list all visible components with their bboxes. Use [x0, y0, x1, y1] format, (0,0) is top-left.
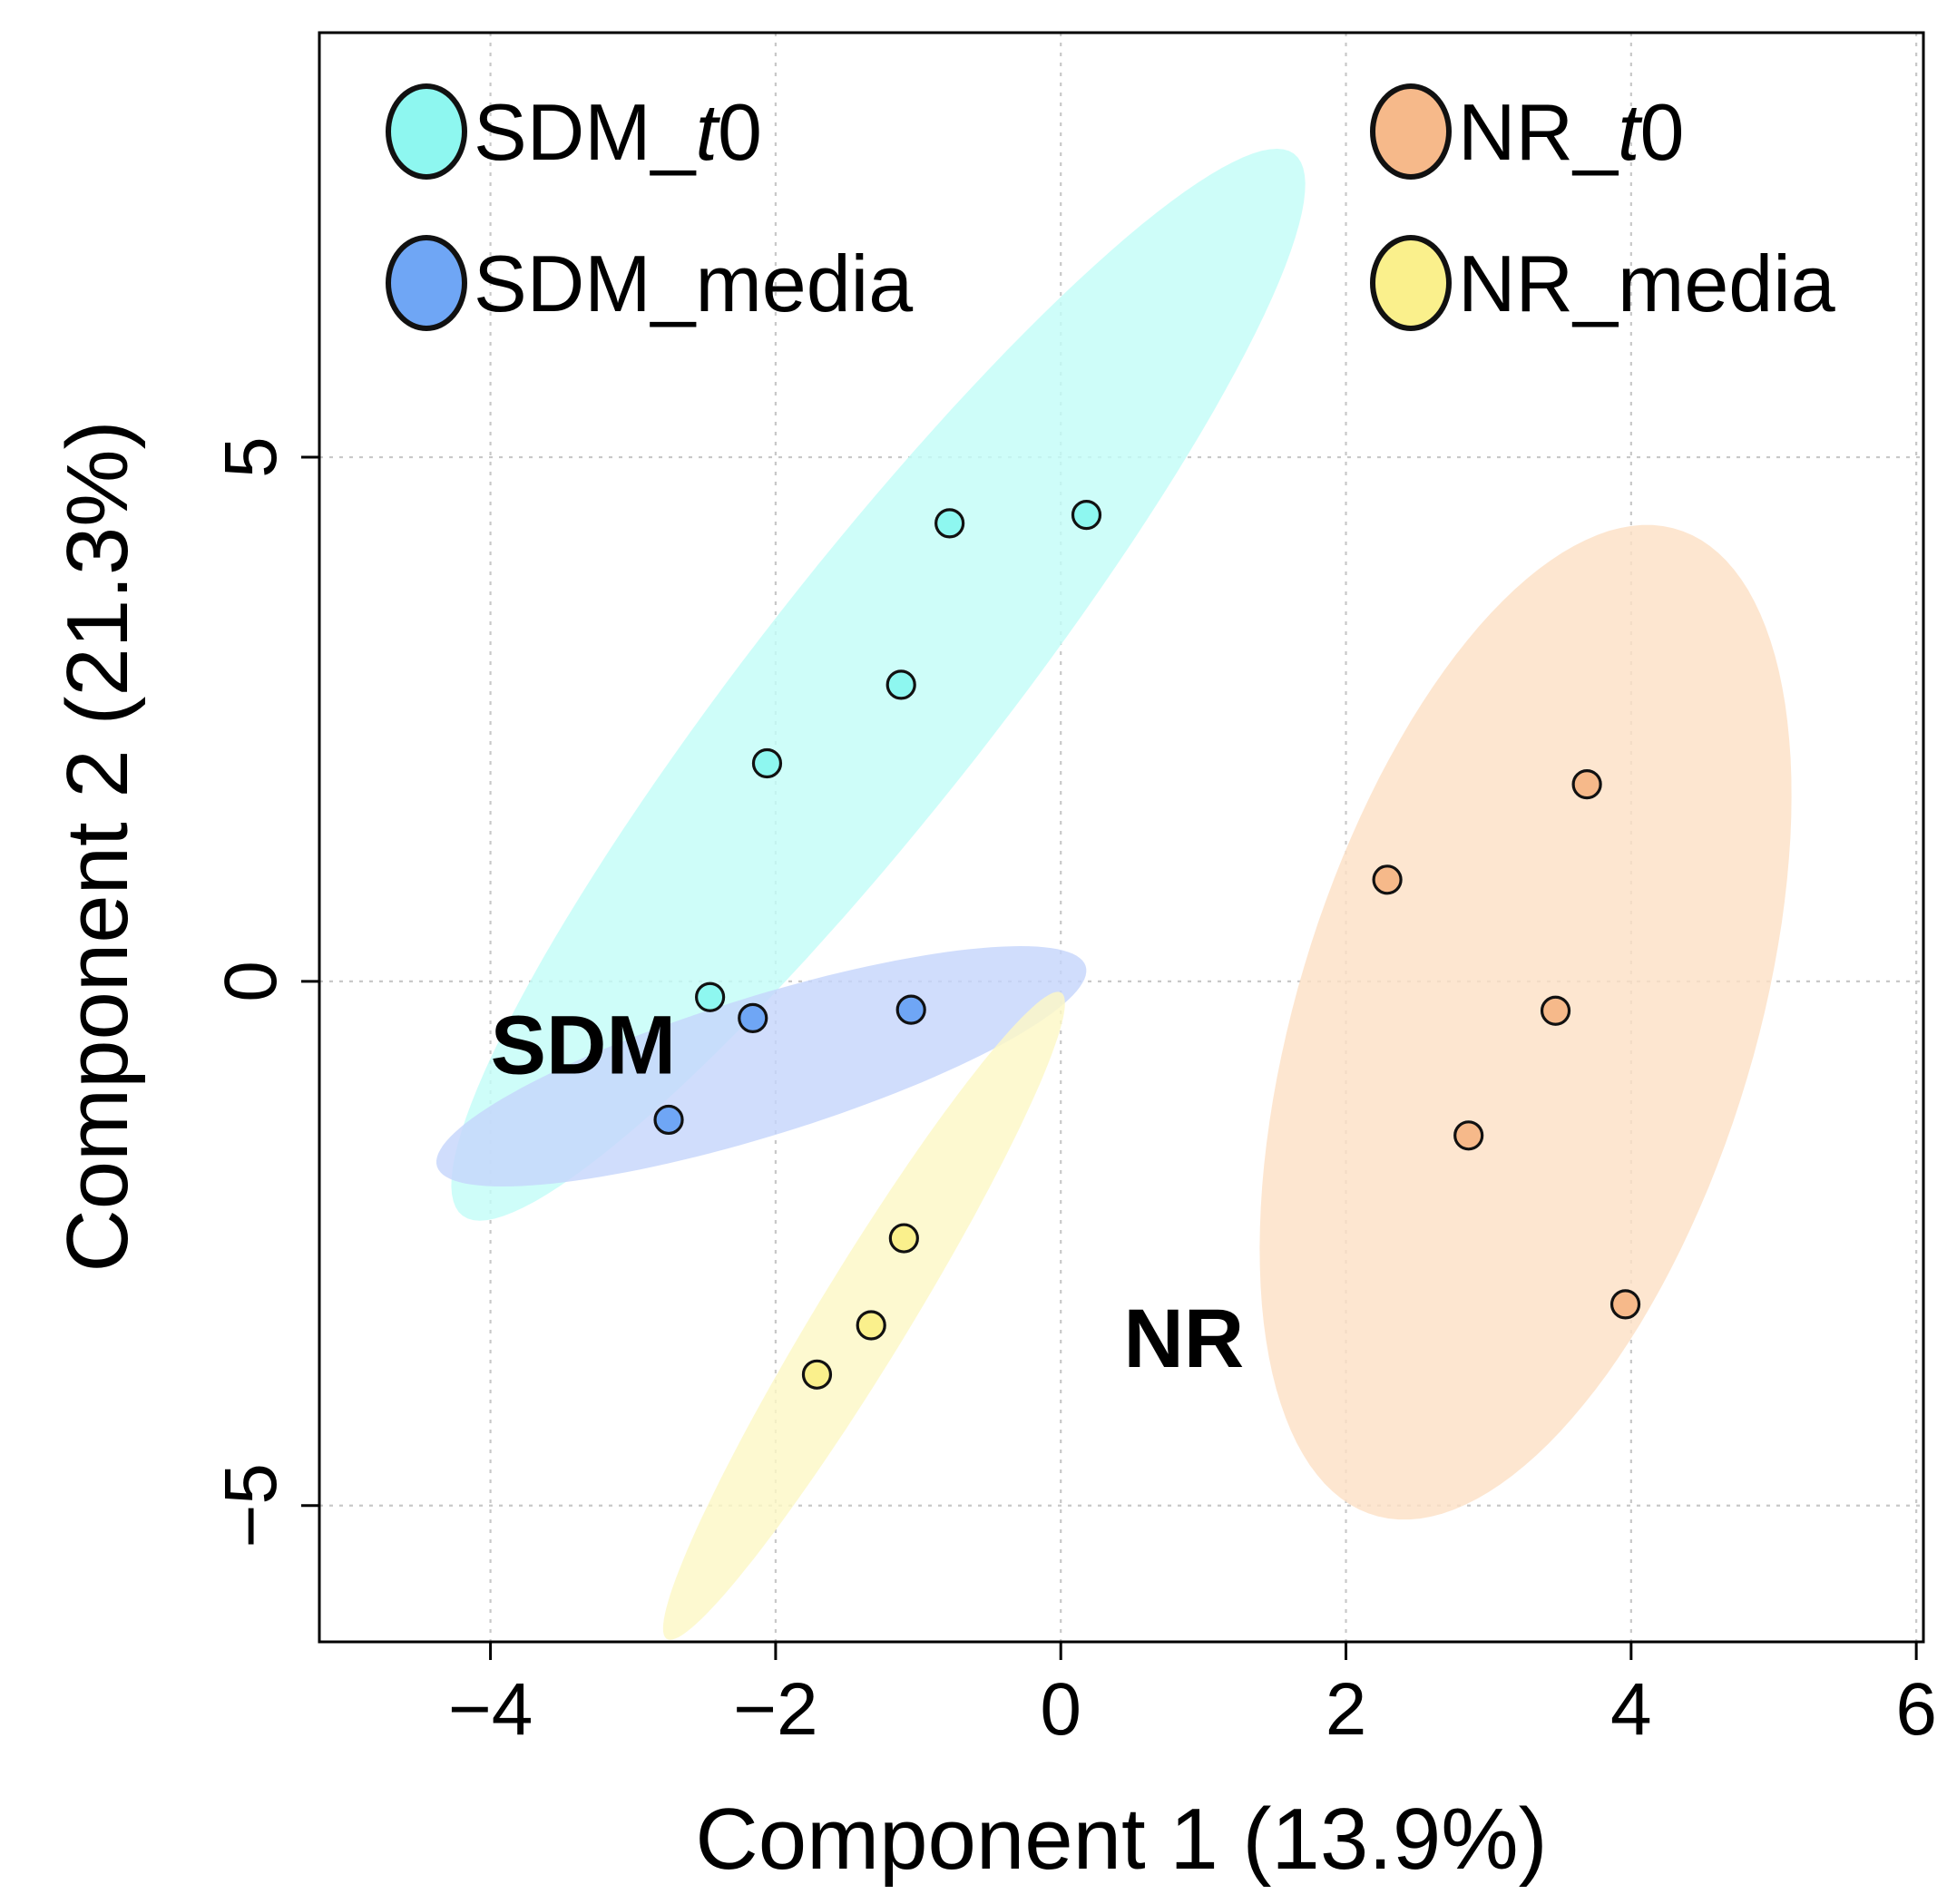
plot-frame: [318, 31, 1925, 1644]
point-nr-t0: [1571, 769, 1602, 800]
legend-label-nr-t0: NR_t0: [1458, 87, 1684, 177]
point-nr-media: [888, 1223, 919, 1254]
point-sdm-media: [738, 1002, 768, 1033]
confidence-ellipses: [436, 149, 1792, 1640]
legend-swatch-sdm-t0: [386, 83, 467, 180]
x-tick-label: 6: [1895, 1668, 1937, 1751]
legend-swatch-nr-t0: [1370, 83, 1452, 180]
legend-label-sdm-t0: SDM_t0: [474, 87, 762, 177]
legend-swatch-nr-media: [1370, 235, 1452, 331]
ellipse-nr-t0: [1259, 524, 1792, 1520]
point-sdm-t0: [751, 747, 783, 779]
x-tick-label: −4: [448, 1668, 533, 1751]
legend-swatch-sdm-media: [386, 235, 467, 331]
x-tick-label: 4: [1610, 1668, 1652, 1751]
y-tick-label: 5: [210, 436, 292, 478]
point-nr-t0: [1609, 1289, 1641, 1320]
point-nr-media: [856, 1310, 886, 1341]
data-points: [653, 500, 1641, 1390]
point-nr-t0: [1453, 1120, 1484, 1151]
point-nr-t0: [1372, 864, 1403, 895]
y-tick-label: 0: [210, 961, 292, 1002]
legend-label-sdm-media: SDM_media: [474, 239, 913, 328]
x-tick-label: 2: [1326, 1668, 1367, 1751]
annotation-nr: NR: [1123, 1293, 1244, 1385]
point-sdm-media: [895, 994, 926, 1025]
point-sdm-t0: [934, 508, 965, 539]
annotation-sdm: SDM: [491, 999, 676, 1091]
y-tick-label: −5: [210, 1463, 292, 1548]
point-nr-t0: [1540, 995, 1571, 1026]
x-tick-label: 0: [1040, 1668, 1081, 1751]
ellipse-sdm-t0: [451, 149, 1306, 1221]
axis-ticks: −4 −2 0 2 4 6 −5 0 5: [210, 436, 1937, 1751]
point-sdm-media: [653, 1104, 684, 1136]
point-sdm-t0: [695, 981, 726, 1012]
x-axis-title: Component 1 (13.9%): [695, 1791, 1547, 1888]
point-sdm-t0: [1071, 500, 1102, 531]
point-nr-media: [801, 1359, 833, 1390]
group-annotations: SDM NR: [491, 999, 1245, 1385]
legend-label-nr-media: NR_media: [1458, 239, 1835, 328]
legend: SDM_t0 SDM_media NR_t0 NR_media: [386, 83, 1835, 331]
y-axis-title: Component 2 (21.3%): [49, 420, 146, 1272]
point-sdm-t0: [885, 669, 916, 700]
x-tick-label: −2: [733, 1668, 818, 1751]
